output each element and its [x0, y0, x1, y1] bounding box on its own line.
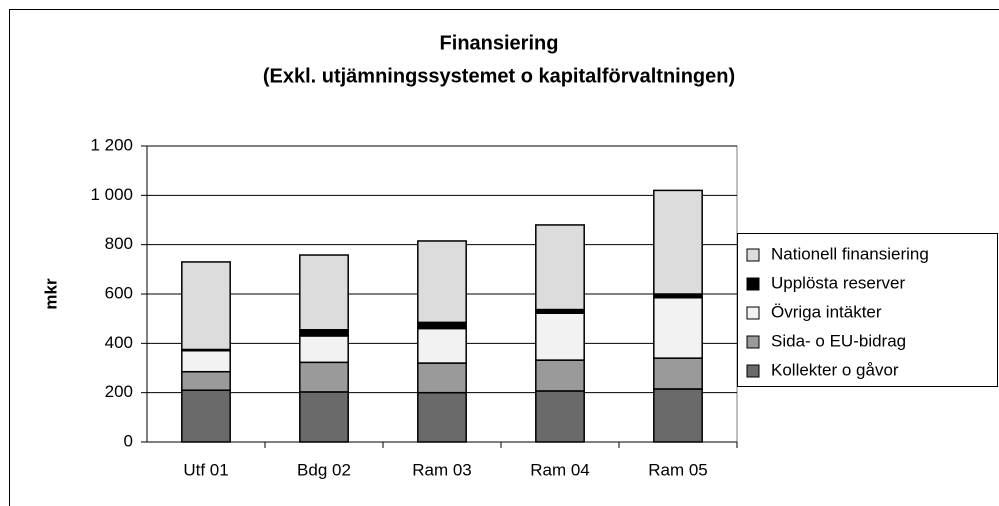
bar-segment: [299, 361, 349, 393]
y-axis-label: mkr: [41, 278, 60, 310]
y-tick-label: 0: [124, 431, 133, 450]
bar-segment: [653, 189, 703, 295]
bar-segment: [181, 349, 231, 373]
bar-segment: [653, 357, 703, 390]
bar-segment: [299, 335, 349, 364]
bar-segment: [417, 391, 467, 443]
legend-label: Nationell finansiering: [771, 244, 929, 263]
legend-swatch: [746, 248, 760, 262]
legend-swatch: [746, 364, 760, 378]
bar-segment: [535, 390, 585, 443]
bar-segment: [417, 327, 467, 364]
y-tick-label: 200: [105, 382, 133, 401]
y-tick-label: 400: [105, 333, 133, 352]
bar-segment: [653, 296, 703, 359]
bar-segment: [299, 391, 349, 443]
legend-swatch: [746, 335, 760, 349]
bar-segment: [181, 261, 231, 351]
bar-segment: [417, 362, 467, 394]
y-tick-label: 1 200: [90, 135, 133, 154]
bar-segment: [299, 254, 349, 331]
legend-label: Upplösta reserver: [771, 273, 906, 292]
chart-subtitle: (Exkl. utjämningssystemet o kapitalförva…: [263, 65, 735, 87]
x-tick-label: Utf 01: [183, 460, 228, 479]
x-tick-label: Ram 05: [648, 460, 708, 479]
y-tick-label: 800: [105, 234, 133, 253]
bar-segment: [653, 388, 703, 443]
bar-segment: [417, 240, 467, 324]
chart-title: Finansiering: [440, 32, 559, 54]
legend-box: [737, 233, 998, 387]
x-tick-label: Ram 04: [530, 460, 590, 479]
x-tick-label: Ram 03: [412, 460, 472, 479]
legend-swatch: [746, 306, 760, 320]
bar-segment: [535, 224, 585, 311]
bar-segment: [535, 312, 585, 361]
bar-segment: [299, 329, 349, 337]
legend-label: Övriga intäkter: [771, 302, 882, 321]
bar-segment: [535, 359, 585, 392]
bar-segment: [181, 370, 231, 391]
x-tick-label: Bdg 02: [297, 460, 351, 479]
y-tick-label: 600: [105, 283, 133, 302]
legend-swatch: [746, 277, 760, 291]
legend-label: Sida- o EU-bidrag: [771, 331, 906, 350]
bar-segment: [417, 321, 467, 330]
y-tick-label: 1 000: [90, 185, 133, 204]
bar-segment: [181, 389, 231, 443]
legend-label: Kollekter o gåvor: [771, 360, 899, 379]
